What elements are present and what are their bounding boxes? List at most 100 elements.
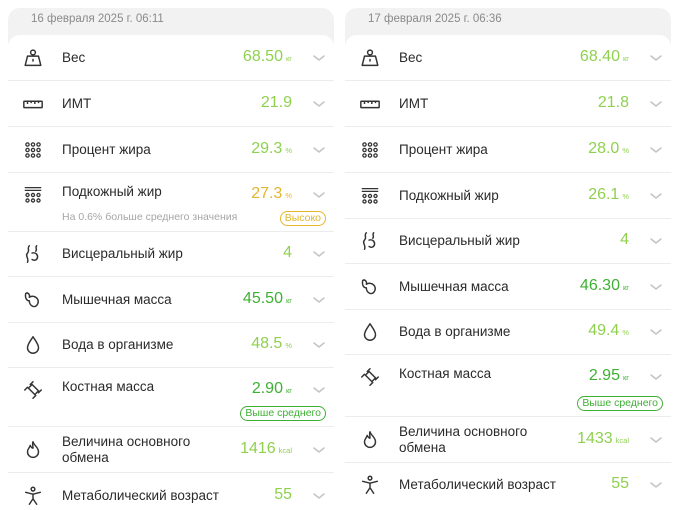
metric-label: Подкожный жир — [62, 184, 162, 199]
metric-value-group: 68.50 кг — [243, 48, 292, 66]
metric-row[interactable]: Вес 68.40 кг — [345, 35, 671, 81]
metric-label: Вода в организме — [62, 337, 174, 352]
metric-value: 68.40 — [579, 47, 620, 65]
metric-row[interactable]: ИМТ 21.9 — [8, 81, 334, 127]
metric-value: 1433 — [577, 429, 613, 447]
metric-row[interactable]: Метаболический возраст 55 — [345, 463, 671, 507]
metric-value: 2.95 — [588, 367, 620, 384]
metric-row[interactable]: Висцеральный жир 4 — [8, 232, 334, 277]
metric-row[interactable]: Вода в организме 48.5% — [8, 323, 334, 368]
metric-value-group: 4 — [283, 244, 292, 262]
metric-value-group: 28.0% — [588, 140, 629, 158]
metric-value-group: 55 — [274, 486, 292, 504]
subcutaneous-fat-icon — [22, 184, 44, 206]
metric-row[interactable]: Величина основного обмена 1416 kcal — [8, 427, 334, 473]
metric-label: Мышечная масса — [62, 291, 172, 307]
metric-value: 1416 — [240, 439, 276, 457]
measurement-date: 17 февраля 2025 г. 06:36 — [368, 13, 502, 25]
chevron-down-icon[interactable] — [649, 478, 663, 492]
metric-unit: kcal — [615, 435, 629, 445]
metric-row[interactable]: Процент жира 28.0% — [345, 127, 671, 173]
metric-unit: kcal — [278, 445, 292, 455]
chevron-down-icon[interactable] — [649, 433, 663, 447]
metric-label: Величина основного обмена — [399, 423, 528, 455]
metric-value-group: 55 — [611, 475, 629, 493]
chevron-down-icon[interactable] — [649, 234, 663, 248]
chevron-down-icon[interactable] — [312, 97, 326, 111]
chevron-down-icon[interactable] — [649, 189, 663, 203]
metric-value: 49.4 — [588, 322, 620, 339]
metric-row[interactable]: Величина основного обмена 1433 kcal — [345, 417, 671, 463]
body-age-icon — [22, 485, 44, 507]
chevron-down-icon[interactable] — [312, 338, 326, 352]
chevron-down-icon[interactable] — [312, 247, 326, 261]
chevron-down-icon[interactable] — [312, 489, 326, 503]
metric-row[interactable]: Метаболический возраст 55 — [8, 473, 334, 510]
metric-value-group: 1433 kcal — [577, 430, 629, 448]
metric-unit: % — [285, 145, 292, 155]
dots-grid-icon — [22, 139, 44, 161]
metric-value: 28.0 — [588, 139, 620, 157]
chevron-down-icon[interactable] — [649, 143, 663, 157]
metric-unit: кг — [622, 53, 629, 63]
metric-unit: кг — [285, 295, 292, 305]
water-drop-icon — [359, 321, 381, 343]
metric-row[interactable]: ИМТ 21.8 — [345, 81, 671, 127]
metric-value-group: 29.3% — [251, 140, 292, 158]
water-drop-icon — [22, 334, 44, 356]
chevron-down-icon[interactable] — [312, 51, 326, 65]
metric-unit: кг — [285, 386, 292, 395]
metric-label: Мышечная масса — [399, 278, 509, 294]
metric-row[interactable]: Вес 68.50 кг — [8, 35, 334, 81]
metric-value-group: 21.8 — [598, 94, 629, 112]
metric-label: Висцеральный жир — [399, 233, 520, 248]
metric-row[interactable]: Мышечная масса 46.30 кг — [345, 264, 671, 310]
metric-row[interactable]: Подкожный жир 27.3% На 0.6% больше среднег… — [8, 173, 334, 232]
metric-label: Костная масса — [62, 379, 155, 394]
metric-value-group: 68.40 кг — [580, 48, 629, 66]
flame-icon — [359, 429, 381, 451]
metric-unit: % — [622, 328, 629, 337]
metric-value: 45.50 — [242, 289, 283, 307]
metric-value: 2.90 — [251, 380, 283, 397]
chevron-down-icon[interactable] — [649, 97, 663, 111]
metric-row[interactable]: Вода в организме 49.4% — [345, 310, 671, 355]
chevron-down-icon[interactable] — [649, 280, 663, 294]
metric-label: Вода в организме — [399, 324, 511, 339]
chevron-down-icon[interactable] — [649, 325, 663, 339]
chevron-down-icon[interactable] — [312, 143, 326, 157]
metric-row[interactable]: Висцеральный жир 4 — [345, 219, 671, 264]
metric-value: 68.50 — [242, 47, 283, 65]
visceral-fat-icon — [359, 230, 381, 252]
metric-value: 55 — [611, 475, 629, 492]
metric-unit: % — [622, 145, 629, 155]
metrics-list: Вес 68.40 кг ИМТ 21.8 Процент жира 28.0% Подкож… — [345, 35, 671, 510]
metric-value-group: 1416 kcal — [240, 440, 292, 458]
metric-label: Процент жира — [399, 141, 488, 157]
metric-label: Метаболический возраст — [62, 487, 219, 503]
chevron-down-icon[interactable] — [649, 51, 663, 65]
chevron-down-icon[interactable] — [312, 293, 326, 307]
metric-value: 48.5 — [251, 335, 283, 352]
status-badge: Высоко — [279, 211, 326, 226]
chevron-down-icon[interactable] — [649, 370, 663, 384]
metric-unit: % — [285, 191, 292, 200]
metric-row[interactable]: Подкожный жир 26.1% — [345, 173, 671, 219]
metric-value-group: 27.3% — [251, 185, 292, 203]
measurement-panel-feb-17: 17 февраля 2025 г. 06:36 Вес 68.40 кг ИМТ 21… — [345, 8, 671, 510]
dots-grid-icon — [359, 139, 381, 161]
metric-value-group: 4 — [620, 231, 629, 249]
metric-value-group: 45.50 кг — [243, 290, 292, 308]
chevron-down-icon[interactable] — [312, 443, 326, 457]
metric-unit: % — [622, 191, 629, 201]
metric-value-group: 48.5% — [251, 335, 292, 353]
metrics-list: Вес 68.50 кг ИМТ 21.9 Процент жира 29.3% Подкож… — [8, 35, 334, 510]
metric-row[interactable]: Костная масса 2.95 кг Выше среднего — [345, 355, 671, 417]
metric-value: 4 — [620, 231, 629, 248]
chevron-down-icon[interactable] — [312, 383, 326, 397]
metric-row[interactable]: Костная масса 2.90 кг Выше среднего — [8, 368, 334, 427]
weight-icon — [359, 47, 381, 69]
metric-row[interactable]: Мышечная масса 45.50 кг — [8, 277, 334, 323]
metric-row[interactable]: Процент жира 29.3% — [8, 127, 334, 173]
chevron-down-icon[interactable] — [312, 188, 326, 202]
